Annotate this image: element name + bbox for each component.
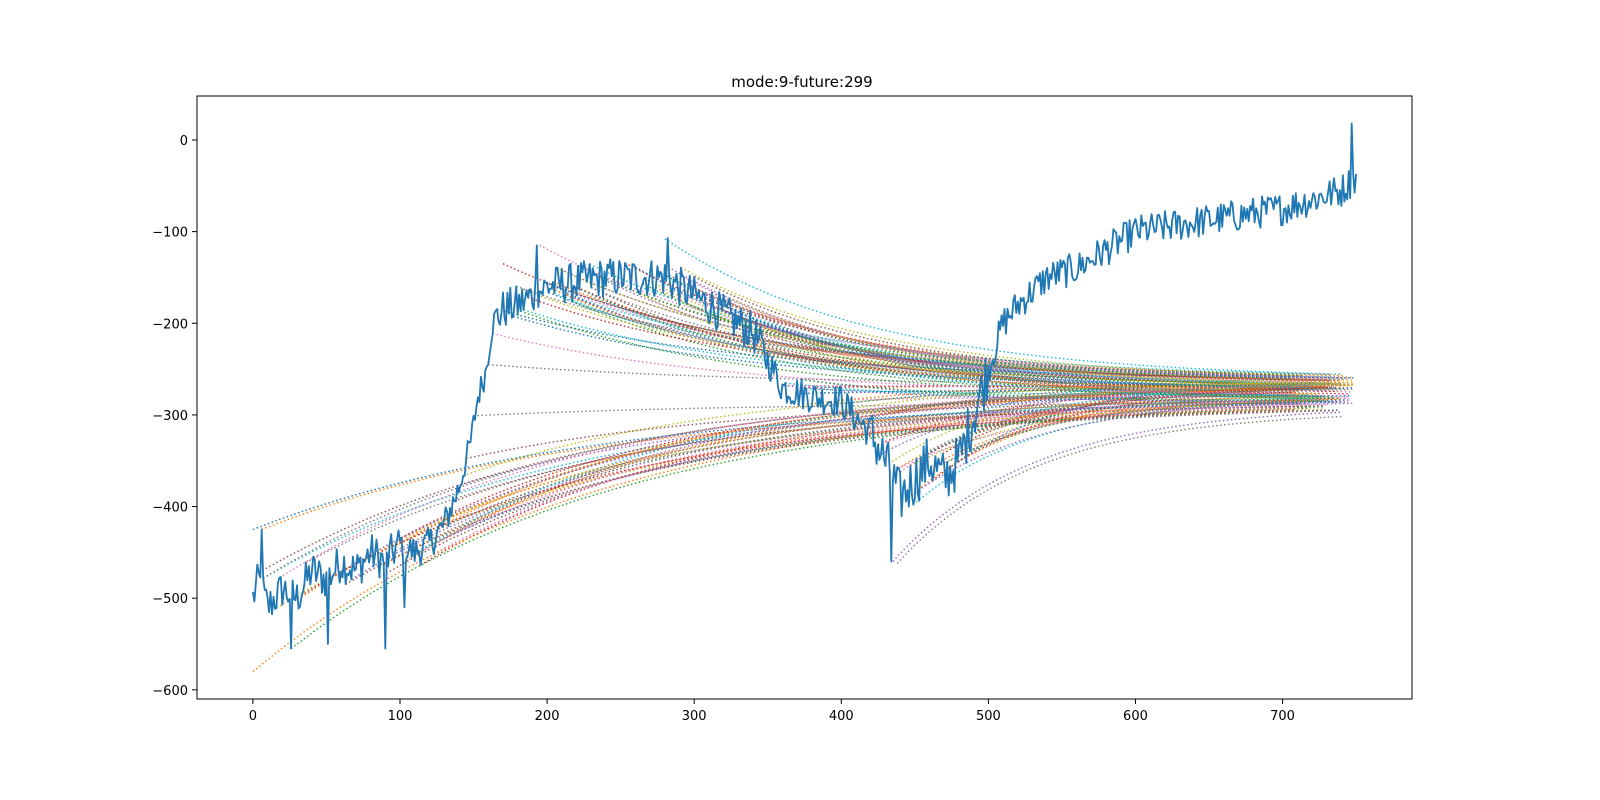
x-tick-label: 200 — [535, 709, 560, 724]
x-tick-label: 300 — [682, 709, 707, 724]
y-tick-label: −200 — [152, 317, 188, 332]
forecast-line — [589, 263, 1311, 375]
y-tick-label: −500 — [152, 592, 188, 607]
forecast-line — [301, 395, 1300, 598]
forecast-line — [892, 411, 1342, 562]
forecast-line — [521, 288, 1350, 387]
forecast-line — [801, 378, 1326, 402]
forecast-line — [492, 332, 1297, 395]
forecast-line — [417, 403, 1306, 555]
x-tick-label: 0 — [249, 709, 257, 724]
forecast-line — [276, 408, 1326, 609]
y-axis: 0 −100 −200 −300 −400 −500 −600 — [152, 134, 197, 699]
forecast-line — [823, 383, 1299, 416]
forecast-line — [721, 309, 1293, 381]
forecast-line — [687, 284, 1344, 385]
forecast-line — [554, 292, 1303, 390]
forecast-line — [912, 399, 1319, 506]
forecast-line — [262, 397, 1297, 579]
forecast-line — [252, 401, 1342, 531]
forecast-line — [571, 300, 1322, 400]
chart-title: mode:9-future:299 — [731, 73, 872, 91]
forecast-line — [889, 403, 1327, 474]
forecast-line — [513, 315, 1292, 388]
x-axis: 0 100 200 300 400 500 600 700 — [249, 699, 1295, 724]
forecast-line — [573, 285, 1317, 400]
forecast-line — [624, 262, 1346, 380]
forecast-line — [752, 334, 1295, 390]
y-tick-label: 0 — [180, 134, 188, 149]
forecast-line — [502, 263, 1342, 382]
forecast-line — [577, 265, 1301, 377]
forecast-line — [392, 395, 1332, 554]
forecast-line — [395, 388, 1300, 547]
x-tick-label: 100 — [388, 709, 413, 724]
forecast-line — [383, 406, 1302, 566]
forecast-line — [515, 285, 1331, 375]
x-tick-label: 400 — [829, 709, 854, 724]
forecast-line — [885, 381, 1293, 467]
forecast-line — [960, 397, 1339, 440]
forecast-line — [573, 285, 1298, 386]
forecast-line — [555, 267, 1353, 381]
forecast-line — [930, 400, 1314, 468]
forecast-line — [429, 398, 1346, 541]
forecast-line — [437, 383, 1354, 529]
forecast-line — [711, 291, 1291, 394]
forecast-line — [898, 385, 1324, 469]
forecast-line — [345, 410, 1335, 585]
forecast-line — [942, 391, 1297, 455]
y-tick-label: −600 — [152, 684, 188, 699]
forecast-line — [804, 385, 1309, 389]
forecast-line — [683, 276, 1316, 383]
y-tick-label: −400 — [152, 501, 188, 516]
forecast-line — [539, 244, 1342, 378]
forecast-line — [920, 387, 1344, 459]
main-series — [252, 122, 1357, 650]
forecast-line — [693, 276, 1321, 379]
forecast-line — [573, 285, 1338, 393]
y-tick-label: −300 — [152, 409, 188, 424]
forecast-line — [454, 405, 1324, 502]
plot-frame — [196, 95, 1413, 700]
forecast-line — [915, 386, 1329, 460]
forecast-line — [873, 398, 1323, 447]
y-tick-label: −100 — [152, 226, 188, 241]
forecast-line — [279, 384, 1304, 579]
forecast-line — [293, 409, 1295, 601]
x-tick-label: 500 — [976, 709, 1001, 724]
forecast-line — [639, 293, 1300, 392]
forecast-line — [340, 389, 1318, 573]
forecast-line — [379, 407, 1310, 579]
forecast-line — [290, 406, 1324, 650]
main-series-line — [252, 122, 1357, 650]
forecast-line — [590, 286, 1315, 384]
forecast-line — [961, 403, 1306, 455]
forecast-line — [702, 292, 1351, 379]
forecast-line — [545, 281, 1354, 379]
forecast-line — [527, 296, 1342, 386]
x-tick-label: 700 — [1270, 709, 1295, 724]
x-tick-label: 600 — [1123, 709, 1148, 724]
forecast-line — [557, 266, 1302, 377]
